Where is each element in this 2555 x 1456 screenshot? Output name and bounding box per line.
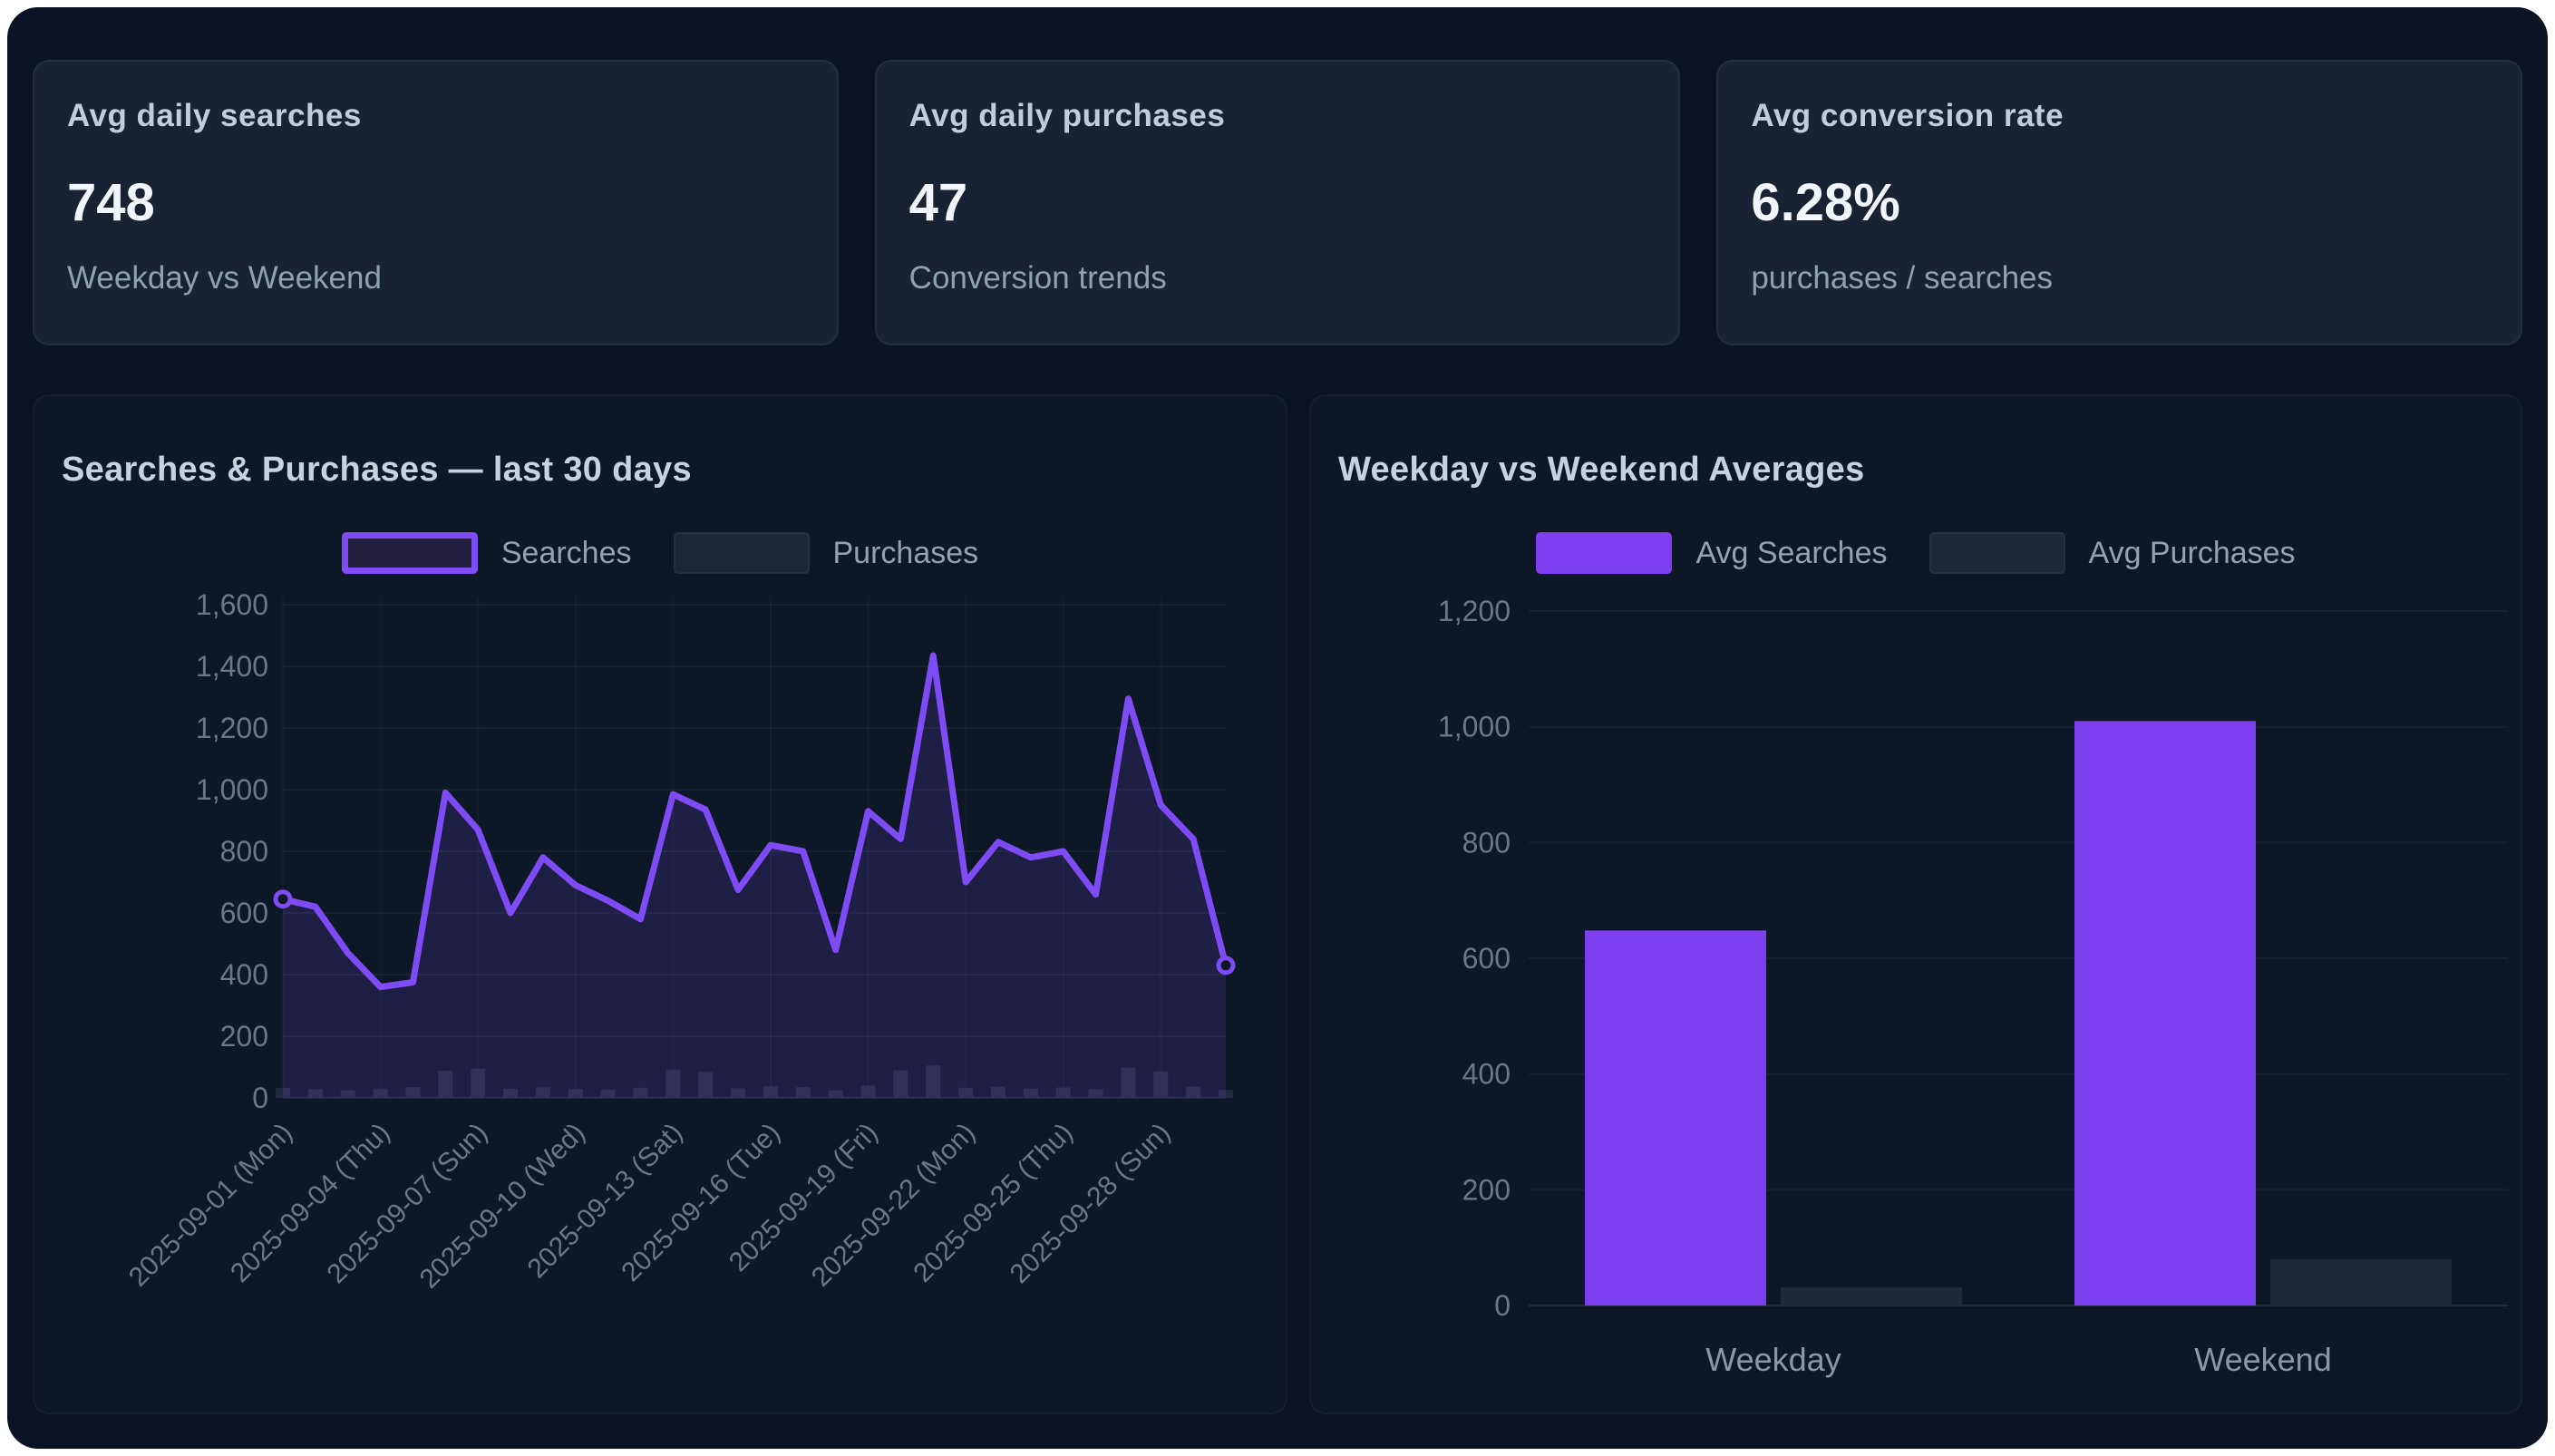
legend-label-purchases: Purchases: [832, 535, 979, 570]
stat-card-title: Avg conversion rate: [1751, 98, 2064, 133]
svg-text:400: 400: [220, 958, 268, 991]
svg-text:200: 200: [1462, 1173, 1511, 1206]
stat-card-subtitle: purchases / searches: [1751, 260, 2054, 296]
svg-text:1,000: 1,000: [196, 773, 268, 806]
svg-text:2025-09-01 (Mon): 2025-09-01 (Mon): [123, 1118, 298, 1293]
charts-row: Searches & Purchases — last 30 days Sear…: [33, 394, 2522, 1414]
svg-text:200: 200: [220, 1020, 268, 1053]
legend-swatch-purchases: [673, 532, 810, 574]
legend-item-searches: Searches: [341, 532, 632, 574]
svg-text:2025-09-28 (Sun): 2025-09-28 (Sun): [1005, 1118, 1177, 1290]
svg-text:0: 0: [252, 1082, 268, 1114]
svg-text:400: 400: [1462, 1058, 1511, 1091]
stat-card-value: 6.28%: [1751, 173, 1900, 232]
stat-card-title: Avg daily purchases: [908, 98, 1226, 133]
svg-text:Weekday: Weekday: [1705, 1341, 1841, 1378]
svg-text:800: 800: [1462, 826, 1511, 859]
legend-label-avg-purchases: Avg Purchases: [2088, 535, 2296, 570]
legend-label-searches: Searches: [500, 535, 632, 570]
stat-card-subtitle: Conversion trends: [908, 260, 1167, 296]
stat-card-subtitle: Weekday vs Weekend: [67, 260, 382, 296]
svg-text:1,000: 1,000: [1438, 711, 1511, 743]
analytics-dashboard: Avg daily searches 748 Weekday vs Weeken…: [7, 7, 2548, 1449]
line-chart-legend: Searches Purchases: [34, 532, 1286, 574]
svg-text:1,200: 1,200: [1438, 595, 1511, 627]
weekday-weekend-bar-chart: 0 200 400 600 800 1,000 1,200 Weekday Weekend: [1438, 595, 2508, 1378]
bar-chart-title: Weekday vs Weekend Averages: [1338, 450, 1865, 489]
legend-item-avg-searches: Avg Searches: [1536, 532, 1888, 574]
searches-purchases-line-chart: 0 200 400 600 800 1,000 1,200 1,400 1,600 2025-09…: [123, 591, 1236, 1295]
stat-card-avg-daily-searches: Avg daily searches 748 Weekday vs Weeken…: [33, 60, 839, 345]
stat-cards-row: Avg daily searches 748 Weekday vs Weeken…: [33, 60, 2523, 345]
bar-chart-legend: Avg Searches Avg Purchases: [1311, 532, 2521, 574]
svg-text:1,200: 1,200: [196, 712, 268, 744]
legend-item-avg-purchases: Avg Purchases: [1928, 532, 2296, 574]
stat-card-title: Avg daily searches: [67, 98, 362, 133]
legend-swatch-searches: [341, 532, 478, 574]
legend-item-purchases: Purchases: [673, 532, 979, 574]
svg-text:600: 600: [1462, 942, 1511, 975]
stat-card-value: 748: [67, 173, 155, 232]
svg-text:1,600: 1,600: [196, 591, 268, 621]
stat-card-avg-daily-purchases: Avg daily purchases 47 Conversion trends: [874, 60, 1681, 345]
legend-swatch-avg-searches: [1536, 532, 1673, 574]
svg-text:800: 800: [220, 835, 268, 868]
stat-card-value: 47: [908, 173, 968, 232]
svg-text:1,400: 1,400: [196, 650, 268, 683]
svg-text:2025-09-10 (Wed): 2025-09-10 (Wed): [414, 1118, 591, 1295]
svg-text:0: 0: [1494, 1289, 1511, 1322]
svg-text:2025-09-07 (Sun): 2025-09-07 (Sun): [322, 1118, 494, 1290]
legend-label-avg-searches: Avg Searches: [1695, 535, 1888, 570]
searches-purchases-line-chart-panel: Searches & Purchases — last 30 days Sear…: [33, 394, 1287, 1414]
weekday-weekend-bar-chart-panel: Weekday vs Weekend Averages Avg Searches…: [1309, 394, 2522, 1414]
svg-text:Weekend: Weekend: [2194, 1341, 2331, 1378]
line-chart-title: Searches & Purchases — last 30 days: [62, 450, 692, 489]
svg-text:600: 600: [220, 897, 268, 929]
stat-card-avg-conversion-rate: Avg conversion rate 6.28% purchases / se…: [1716, 60, 2523, 345]
svg-text:2025-09-22 (Mon): 2025-09-22 (Mon): [806, 1118, 981, 1293]
legend-swatch-avg-purchases: [1928, 532, 2065, 574]
